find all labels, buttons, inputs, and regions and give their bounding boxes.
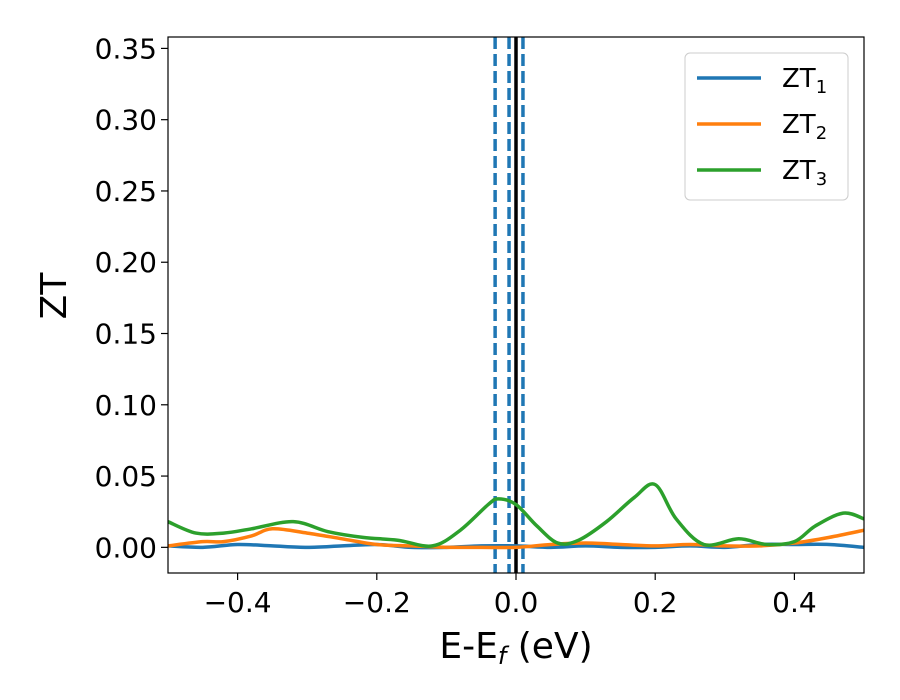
x-tick-label: 0.2 xyxy=(633,586,678,619)
x-tick-label: −0.4 xyxy=(204,586,272,619)
legend-label-sub: 2 xyxy=(816,123,827,144)
x-tick-label: −0.2 xyxy=(343,586,411,619)
legend-label: ZT3 xyxy=(782,156,827,190)
y-axis-label: ZT xyxy=(34,272,75,320)
legend-label-main: ZT xyxy=(782,156,816,186)
legend-label-main: ZT xyxy=(782,64,816,94)
y-tick-label: 0.20 xyxy=(95,246,157,279)
y-axis-ticks: 0.00 0.05 0.10 0.15 0.20 0.25 0.30 0.35 xyxy=(95,32,168,564)
y-tick-label: 0.10 xyxy=(95,389,157,422)
y-tick-label: 0.25 xyxy=(95,175,157,208)
x-tick-label: 0.4 xyxy=(772,586,817,619)
y-tick-label: 0.00 xyxy=(95,531,157,564)
legend-label-sub: 3 xyxy=(816,169,827,190)
legend-label: ZT1 xyxy=(782,64,827,98)
y-tick-label: 0.05 xyxy=(95,460,157,493)
legend-label: ZT2 xyxy=(782,110,827,144)
x-tick-label: 0.0 xyxy=(494,586,539,619)
x-axis-label-main: E-E xyxy=(439,626,497,667)
series-line-zt2 xyxy=(168,527,864,550)
x-axis-label-suffix: (eV) xyxy=(506,626,592,667)
legend-label-main: ZT xyxy=(782,110,816,140)
legend-box xyxy=(684,52,849,201)
y-tick-label: 0.30 xyxy=(95,104,157,137)
x-axis-ticks: −0.4 −0.2 0.0 0.2 0.4 xyxy=(204,573,817,619)
y-tick-label: 0.15 xyxy=(95,318,157,351)
legend-label-sub: 1 xyxy=(816,77,827,98)
series-line-zt3 xyxy=(168,482,864,548)
x-axis-label: E-Ef (eV) xyxy=(439,626,592,670)
series-lines xyxy=(168,482,864,550)
y-tick-label: 0.35 xyxy=(95,32,157,65)
vertical-reference-lines xyxy=(493,37,525,573)
